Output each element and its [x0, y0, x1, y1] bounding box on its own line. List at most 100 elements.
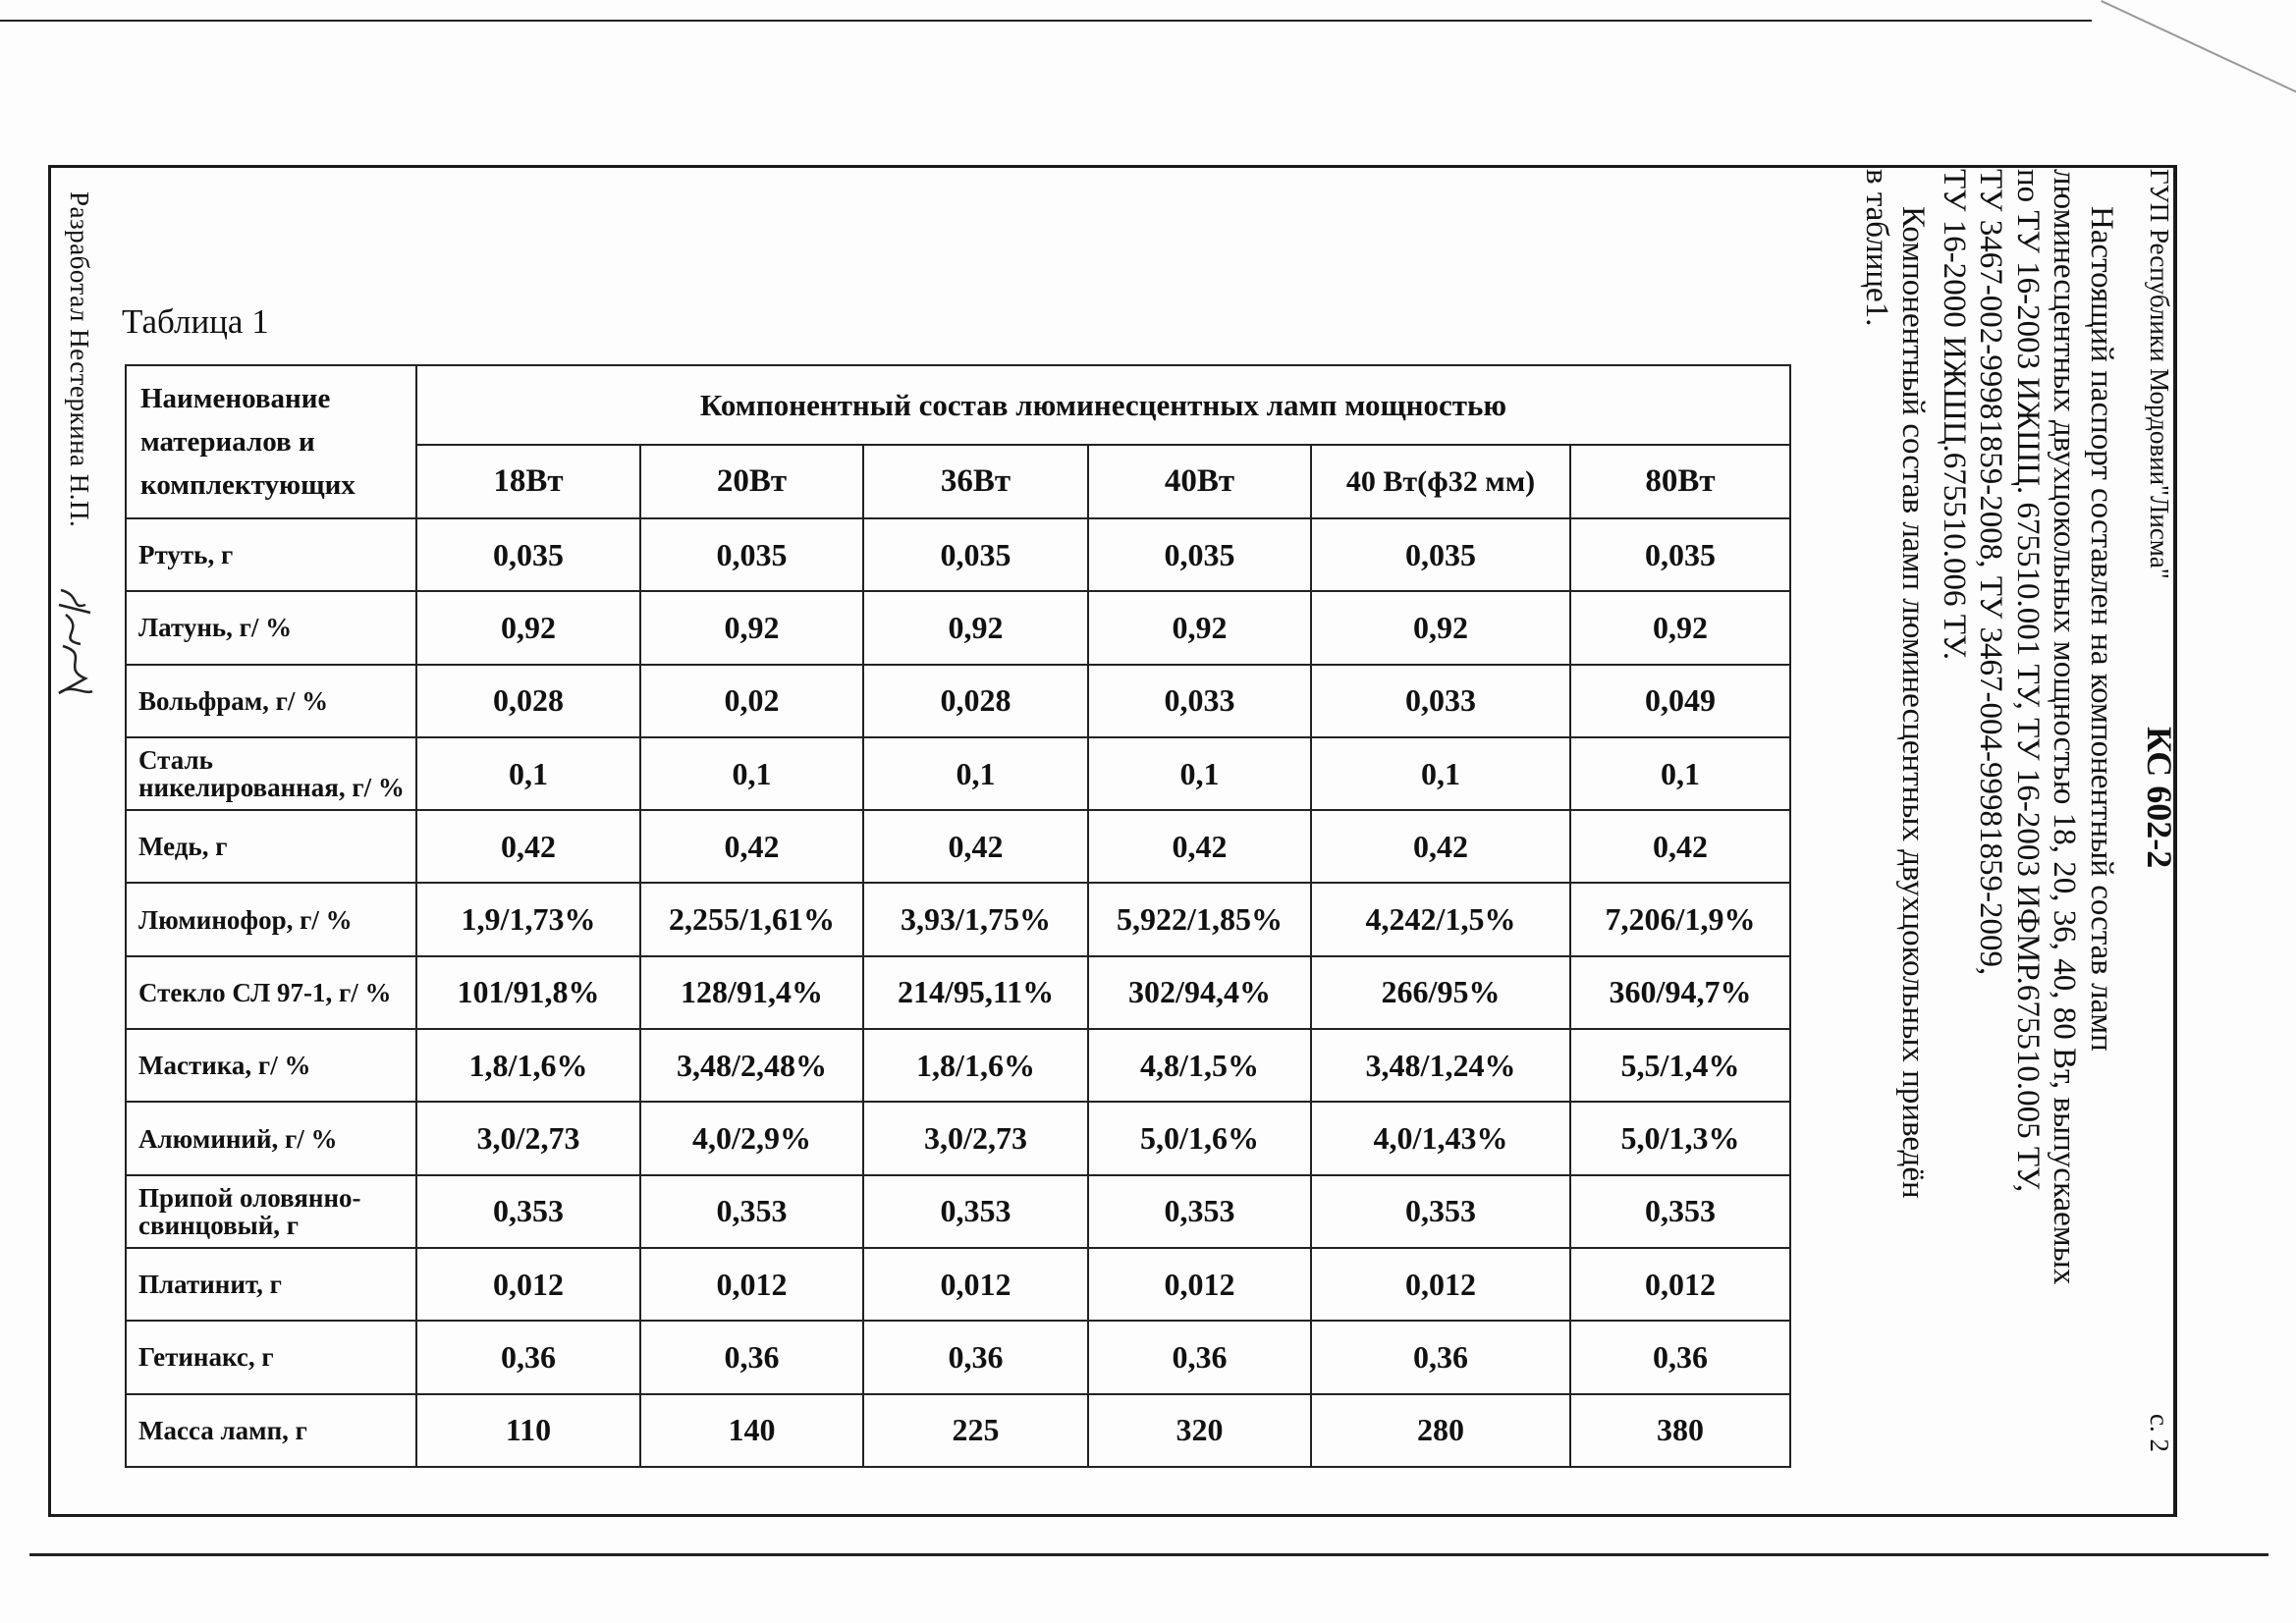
- table-cell: 320: [1087, 1392, 1312, 1468]
- table-cell: 0,92: [1569, 590, 1791, 666]
- intro-line: ТУ 3467-002-99981859-2008, ТУ 3467-004-9…: [1973, 169, 2009, 976]
- table-cell: 0,012: [1310, 1246, 1571, 1323]
- document-header: ГУП Республики Мордовии"Лисма" КС 602-2 …: [2131, 169, 2188, 1475]
- table-cell: 0,353: [1310, 1173, 1571, 1249]
- table-cell: 5,0/1,6%: [1087, 1101, 1312, 1176]
- table-cell: 0,92: [1310, 590, 1571, 666]
- table-row: Медь, г 0,42 0,42 0,42 0,42 0,42 0,42: [125, 809, 1791, 885]
- intro-line: в таблице1.: [1859, 169, 1894, 327]
- table-cell: 4,0/2,9%: [639, 1101, 864, 1176]
- page-number: с. 2: [2145, 1414, 2174, 1452]
- table-cell: 3,0/2,73: [862, 1101, 1089, 1176]
- table-cell: 0,02: [639, 663, 864, 738]
- intro-line: ТУ 16-2000 ИЖШЦ.675510.006 ТУ.: [1937, 169, 1972, 661]
- table-cell: 1,8/1,6%: [415, 1028, 641, 1104]
- table-cell: 128/91,4%: [639, 954, 864, 1031]
- table-row: Ртуть, г 0,035 0,035 0,035 0,035 0,035 0,035: [125, 516, 1791, 593]
- table-row: Сталь никелированная, г/ % 0,1 0,1 0,1 0,1 0,…: [125, 735, 1791, 812]
- table-row: Латунь, г/ % 0,92 0,92 0,92 0,92 0,92 0,92: [125, 590, 1791, 666]
- column-header-4: 40 Вт(ɸ32 мм): [1310, 444, 1571, 519]
- table-cell: 0,012: [1087, 1246, 1312, 1323]
- table-row: Гетинакс, г 0,36 0,36 0,36 0,36 0,36 0,36: [125, 1320, 1791, 1395]
- table-row: Стекло СЛ 97-1, г/ % 101/91,8% 128/91,4% 21…: [125, 954, 1791, 1031]
- table-cell: 5,922/1,85%: [1087, 882, 1312, 957]
- table-cell: 0,42: [639, 809, 864, 885]
- row-label: Гетинакс, г: [125, 1320, 417, 1395]
- table-cell: 0,035: [415, 516, 641, 593]
- table-cell: 0,1: [1087, 735, 1312, 812]
- table-row: Вольфрам, г/ % 0,028 0,02 0,028 0,033 0,033 0,…: [125, 663, 1791, 738]
- table-cell: 0,42: [1087, 809, 1312, 885]
- table-cell: 0,92: [1087, 590, 1312, 666]
- row-label: Вольфрам, г/ %: [125, 663, 417, 738]
- row-label: Алюминий, г/ %: [125, 1101, 417, 1176]
- table-cell: 0,1: [862, 735, 1089, 812]
- table-cell: 101/91,8%: [415, 954, 641, 1031]
- row-label: Медь, г: [125, 809, 417, 885]
- intro-line: люминесцентных двухцокольных мощностью 1…: [2047, 169, 2083, 1285]
- table-cell: 0,42: [1569, 809, 1791, 885]
- table-cell: 1,8/1,6%: [862, 1028, 1089, 1104]
- table-title: Таблица 1: [122, 302, 269, 341]
- table-cell: 0,92: [862, 590, 1089, 666]
- table-cell: 225: [862, 1392, 1089, 1468]
- table-row: Алюминий, г/ % 3,0/2,73 4,0/2,9% 3,0/2,73 5,…: [125, 1101, 1791, 1176]
- name-column-header: Наименование материалов и комплектующих: [125, 364, 417, 519]
- table-cell: 0,035: [862, 516, 1089, 593]
- table-cell: 0,033: [1310, 663, 1571, 738]
- column-header-0: 18Вт: [415, 444, 641, 519]
- table-cell: 0,049: [1569, 663, 1791, 738]
- corner-fold-line: [2101, 0, 2296, 110]
- top-rule: [0, 20, 2092, 22]
- table-cell: 0,36: [1310, 1320, 1571, 1395]
- intro-line: по ТУ 16-2003 ИЖШЦ. 675510.001 ТУ, ТУ 16…: [2010, 169, 2046, 1193]
- table-cell: 4,8/1,5%: [1087, 1028, 1312, 1104]
- table-cell: 7,206/1,9%: [1569, 882, 1791, 957]
- table-cell: 0,1: [639, 735, 864, 812]
- table-cell: 3,48/2,48%: [639, 1028, 864, 1104]
- table-cell: 280: [1310, 1392, 1571, 1468]
- table-cell: 1,9/1,73%: [415, 882, 641, 957]
- table-cell: 0,012: [415, 1246, 641, 1323]
- table-cell: 0,36: [1569, 1320, 1791, 1395]
- table-cell: 0,42: [862, 809, 1089, 885]
- table-cell: 2,255/1,61%: [639, 882, 864, 957]
- table-cell: 4,242/1,5%: [1310, 882, 1571, 957]
- row-label: Ртуть, г: [125, 516, 417, 593]
- table-cell: 5,0/1,3%: [1569, 1101, 1791, 1176]
- table-cell: 0,012: [862, 1246, 1089, 1323]
- table-cell: 0,92: [415, 590, 641, 666]
- table-cell: 5,5/1,4%: [1569, 1028, 1791, 1104]
- table-cell: 0,353: [1569, 1173, 1791, 1249]
- table-cell: 0,028: [415, 663, 641, 738]
- table-cell: 110: [415, 1392, 641, 1468]
- table-cell: 0,1: [415, 735, 641, 812]
- table-cell: 3,93/1,75%: [862, 882, 1089, 957]
- table-cell: 302/94,4%: [1087, 954, 1312, 1031]
- table-cell: 214/95,11%: [862, 954, 1089, 1031]
- intro-paragraph: Настоящий паспорт составлен на компонент…: [1858, 169, 2119, 1475]
- table-cell: 4,0/1,43%: [1310, 1101, 1571, 1176]
- table-cell: 0,1: [1310, 735, 1571, 812]
- table-cell: 380: [1569, 1392, 1791, 1468]
- table-cell: 0,012: [1569, 1246, 1791, 1323]
- table-cell: 3,48/1,24%: [1310, 1028, 1571, 1104]
- table-cell: 0,012: [639, 1246, 864, 1323]
- table-cell: 0,035: [639, 516, 864, 593]
- table-cell: 0,36: [1087, 1320, 1312, 1395]
- row-label: Сталь никелированная, г/ %: [125, 735, 417, 812]
- table-cell: 0,92: [639, 590, 864, 666]
- table-cell: 0,035: [1569, 516, 1791, 593]
- rotated-intro-block: ГУП Республики Мордовии"Лисма" КС 602-2 …: [1858, 169, 2189, 1475]
- table-cell: 0,1: [1569, 735, 1791, 812]
- organization-name: ГУП Республики Мордовии"Лисма": [2145, 169, 2174, 579]
- table-cell: 0,033: [1087, 663, 1312, 738]
- bottom-rule: [29, 1553, 2269, 1556]
- table-cell: 360/94,7%: [1569, 954, 1791, 1031]
- table-cell: 0,42: [415, 809, 641, 885]
- table-cell: 0,36: [862, 1320, 1089, 1395]
- table-cell: 266/95%: [1310, 954, 1571, 1031]
- intro-line: Компонентный состав ламп люминесцентных …: [1895, 206, 1932, 1199]
- column-header-1: 20Вт: [639, 444, 864, 519]
- table-row: Мастика, г/ % 1,8/1,6% 3,48/2,48% 1,8/1,6% 4…: [125, 1028, 1791, 1104]
